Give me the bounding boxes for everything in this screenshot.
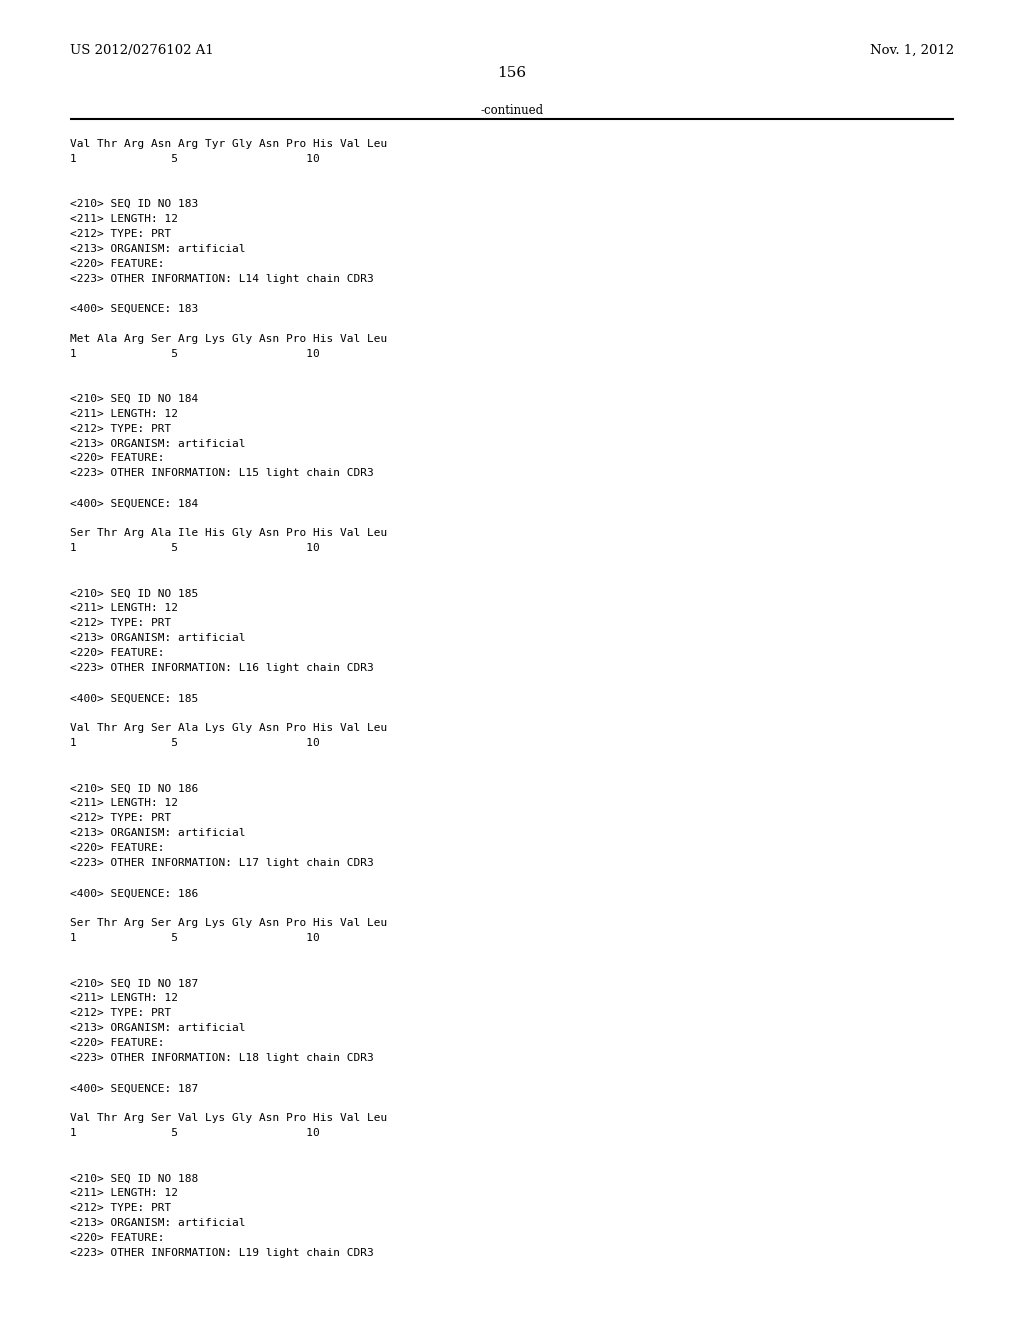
Text: <211> LENGTH: 12: <211> LENGTH: 12 xyxy=(70,1188,177,1199)
Text: 1              5                   10: 1 5 10 xyxy=(70,544,319,553)
Text: <223> OTHER INFORMATION: L18 light chain CDR3: <223> OTHER INFORMATION: L18 light chain… xyxy=(70,1053,374,1064)
Text: <213> ORGANISM: artificial: <213> ORGANISM: artificial xyxy=(70,634,245,643)
Text: US 2012/0276102 A1: US 2012/0276102 A1 xyxy=(70,44,213,57)
Text: <223> OTHER INFORMATION: L14 light chain CDR3: <223> OTHER INFORMATION: L14 light chain… xyxy=(70,273,374,284)
Text: <223> OTHER INFORMATION: L16 light chain CDR3: <223> OTHER INFORMATION: L16 light chain… xyxy=(70,664,374,673)
Text: <220> FEATURE:: <220> FEATURE: xyxy=(70,1233,164,1243)
Text: <210> SEQ ID NO 186: <210> SEQ ID NO 186 xyxy=(70,783,198,793)
Text: <211> LENGTH: 12: <211> LENGTH: 12 xyxy=(70,994,177,1003)
Text: -continued: -continued xyxy=(480,104,544,117)
Text: <400> SEQUENCE: 185: <400> SEQUENCE: 185 xyxy=(70,693,198,704)
Text: <212> TYPE: PRT: <212> TYPE: PRT xyxy=(70,424,171,433)
Text: <213> ORGANISM: artificial: <213> ORGANISM: artificial xyxy=(70,1218,245,1228)
Text: <400> SEQUENCE: 183: <400> SEQUENCE: 183 xyxy=(70,304,198,314)
Text: <400> SEQUENCE: 187: <400> SEQUENCE: 187 xyxy=(70,1084,198,1093)
Text: <210> SEQ ID NO 187: <210> SEQ ID NO 187 xyxy=(70,978,198,989)
Text: <213> ORGANISM: artificial: <213> ORGANISM: artificial xyxy=(70,244,245,253)
Text: <210> SEQ ID NO 188: <210> SEQ ID NO 188 xyxy=(70,1173,198,1183)
Text: Val Thr Arg Asn Arg Tyr Gly Asn Pro His Val Leu: Val Thr Arg Asn Arg Tyr Gly Asn Pro His … xyxy=(70,139,387,149)
Text: 156: 156 xyxy=(498,66,526,81)
Text: 1              5                   10: 1 5 10 xyxy=(70,153,319,164)
Text: 1              5                   10: 1 5 10 xyxy=(70,1129,319,1138)
Text: <400> SEQUENCE: 184: <400> SEQUENCE: 184 xyxy=(70,499,198,508)
Text: <223> OTHER INFORMATION: L17 light chain CDR3: <223> OTHER INFORMATION: L17 light chain… xyxy=(70,858,374,869)
Text: <223> OTHER INFORMATION: L19 light chain CDR3: <223> OTHER INFORMATION: L19 light chain… xyxy=(70,1249,374,1258)
Text: <210> SEQ ID NO 183: <210> SEQ ID NO 183 xyxy=(70,198,198,209)
Text: 1              5                   10: 1 5 10 xyxy=(70,348,319,359)
Text: <212> TYPE: PRT: <212> TYPE: PRT xyxy=(70,813,171,824)
Text: Nov. 1, 2012: Nov. 1, 2012 xyxy=(870,44,954,57)
Text: <210> SEQ ID NO 185: <210> SEQ ID NO 185 xyxy=(70,589,198,598)
Text: <213> ORGANISM: artificial: <213> ORGANISM: artificial xyxy=(70,438,245,449)
Text: <220> FEATURE:: <220> FEATURE: xyxy=(70,843,164,853)
Text: <213> ORGANISM: artificial: <213> ORGANISM: artificial xyxy=(70,1023,245,1034)
Text: Val Thr Arg Ser Ala Lys Gly Asn Pro His Val Leu: Val Thr Arg Ser Ala Lys Gly Asn Pro His … xyxy=(70,723,387,734)
Text: Ser Thr Arg Ala Ile His Gly Asn Pro His Val Leu: Ser Thr Arg Ala Ile His Gly Asn Pro His … xyxy=(70,528,387,539)
Text: <211> LENGTH: 12: <211> LENGTH: 12 xyxy=(70,603,177,614)
Text: <220> FEATURE:: <220> FEATURE: xyxy=(70,259,164,268)
Text: <220> FEATURE:: <220> FEATURE: xyxy=(70,1039,164,1048)
Text: <211> LENGTH: 12: <211> LENGTH: 12 xyxy=(70,214,177,223)
Text: <212> TYPE: PRT: <212> TYPE: PRT xyxy=(70,1204,171,1213)
Text: Met Ala Arg Ser Arg Lys Gly Asn Pro His Val Leu: Met Ala Arg Ser Arg Lys Gly Asn Pro His … xyxy=(70,334,387,343)
Text: <220> FEATURE:: <220> FEATURE: xyxy=(70,648,164,659)
Text: 1              5                   10: 1 5 10 xyxy=(70,933,319,944)
Text: 1              5                   10: 1 5 10 xyxy=(70,738,319,748)
Text: <213> ORGANISM: artificial: <213> ORGANISM: artificial xyxy=(70,829,245,838)
Text: <211> LENGTH: 12: <211> LENGTH: 12 xyxy=(70,799,177,808)
Text: Ser Thr Arg Ser Arg Lys Gly Asn Pro His Val Leu: Ser Thr Arg Ser Arg Lys Gly Asn Pro His … xyxy=(70,919,387,928)
Text: <210> SEQ ID NO 184: <210> SEQ ID NO 184 xyxy=(70,393,198,404)
Text: <220> FEATURE:: <220> FEATURE: xyxy=(70,454,164,463)
Text: Val Thr Arg Ser Val Lys Gly Asn Pro His Val Leu: Val Thr Arg Ser Val Lys Gly Asn Pro His … xyxy=(70,1113,387,1123)
Text: <223> OTHER INFORMATION: L15 light chain CDR3: <223> OTHER INFORMATION: L15 light chain… xyxy=(70,469,374,478)
Text: <211> LENGTH: 12: <211> LENGTH: 12 xyxy=(70,408,177,418)
Text: <212> TYPE: PRT: <212> TYPE: PRT xyxy=(70,619,171,628)
Text: <400> SEQUENCE: 186: <400> SEQUENCE: 186 xyxy=(70,888,198,899)
Text: <212> TYPE: PRT: <212> TYPE: PRT xyxy=(70,1008,171,1018)
Text: <212> TYPE: PRT: <212> TYPE: PRT xyxy=(70,228,171,239)
